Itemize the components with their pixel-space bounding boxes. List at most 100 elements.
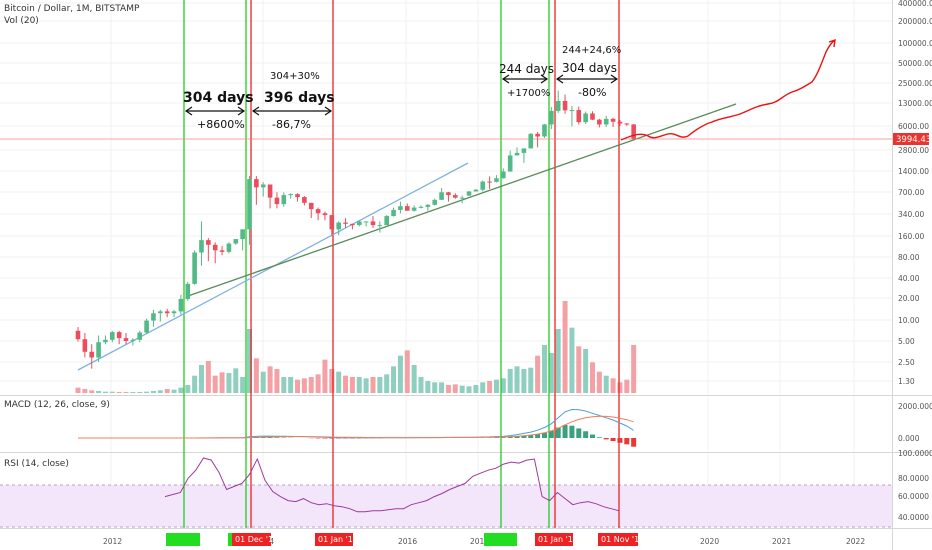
label-396-days: 396 days xyxy=(264,90,335,106)
price-tick: 340.00 xyxy=(898,210,924,219)
volume-bar xyxy=(329,369,335,393)
volume-bar xyxy=(123,391,129,393)
candle-body xyxy=(576,110,582,123)
macd-indicator-title: MACD (12, 26, close, 9) xyxy=(4,400,110,410)
volume-bar xyxy=(411,365,417,393)
volume-bar xyxy=(205,361,211,393)
price-tick: 40.00 xyxy=(898,274,920,283)
candle-body xyxy=(391,209,396,217)
volume-bar xyxy=(260,371,266,393)
volume-bar xyxy=(281,377,287,393)
candle-body xyxy=(624,123,630,125)
volume-bar xyxy=(253,358,259,393)
label-304-30: 304+30% xyxy=(270,71,320,82)
candle-body xyxy=(336,222,341,230)
macd-hist xyxy=(555,427,561,438)
macd-hist xyxy=(631,438,637,447)
candle-body xyxy=(549,110,554,125)
price-tick: 13000.00 xyxy=(898,99,932,108)
candle-body xyxy=(535,133,540,137)
pane-separator-macd xyxy=(0,395,932,396)
candle-body xyxy=(171,311,177,314)
macd-tick: 2000.000 xyxy=(898,402,932,411)
candle-body xyxy=(439,192,444,200)
macd-hist xyxy=(514,436,520,438)
volume-bar xyxy=(288,377,294,393)
candle-body xyxy=(377,225,383,227)
volume-bar xyxy=(535,355,541,393)
volume-bar xyxy=(541,345,547,393)
macd-pane xyxy=(78,408,637,447)
candle-body xyxy=(487,181,492,183)
volume-bar xyxy=(466,386,472,393)
candle-body xyxy=(295,194,300,198)
volume-bar xyxy=(89,390,95,393)
volume-bar xyxy=(226,373,232,393)
candle-body xyxy=(240,229,245,240)
candle-body xyxy=(398,206,403,210)
red-date-box-jan18 xyxy=(535,533,573,546)
price-tick: 10.00 xyxy=(898,316,920,325)
volume-bar xyxy=(617,382,623,393)
label-304-days-2: 304 days xyxy=(562,61,617,75)
candle-body xyxy=(82,339,88,352)
macd-hist xyxy=(267,437,273,438)
candle-body xyxy=(404,206,410,211)
candle-body xyxy=(418,206,424,208)
candle-body xyxy=(302,197,307,203)
candle-body xyxy=(370,221,376,226)
candle-body xyxy=(144,320,149,333)
volume-bar xyxy=(439,382,445,393)
candle-body xyxy=(267,184,273,198)
rsi-pane xyxy=(164,457,620,513)
price-axis[interactable]: 400000.00 200000.00 100000.00 50000.00 25000… xyxy=(898,0,932,522)
volume-bar xyxy=(624,379,630,393)
price-tick: 100000.00 xyxy=(898,39,932,48)
volume-bar xyxy=(391,366,397,393)
volume-bar xyxy=(384,374,390,393)
candle-body xyxy=(123,338,129,341)
candle-body xyxy=(617,121,623,124)
price-tick: 160.00 xyxy=(898,232,924,241)
price-tick: 700.00 xyxy=(898,188,924,197)
volume-bar xyxy=(596,371,602,393)
volume-bar xyxy=(137,391,143,393)
candle-body xyxy=(116,332,122,339)
rsi-line xyxy=(164,457,620,513)
candle-body xyxy=(103,339,108,343)
candle-body xyxy=(466,191,472,196)
candle-body xyxy=(151,313,156,321)
candle-body xyxy=(75,330,81,340)
volume-bar xyxy=(164,389,170,393)
candle-body xyxy=(350,223,355,226)
time-tick: 2022 xyxy=(846,537,865,546)
candle-body xyxy=(130,339,136,341)
pane-separator-time xyxy=(0,528,932,529)
volume-bar xyxy=(301,378,307,393)
red-date-box-jan15 xyxy=(315,533,353,546)
candle-body xyxy=(507,155,513,172)
price-tick: 400000.00 xyxy=(898,0,932,8)
candle-body xyxy=(480,181,486,190)
green-date-box-4 xyxy=(503,533,517,546)
candle-body xyxy=(206,240,211,245)
candle-body xyxy=(356,221,362,226)
candle-body xyxy=(308,202,314,210)
macd-hist xyxy=(624,438,630,445)
annotation-arrows xyxy=(184,74,619,116)
volume-bar xyxy=(150,391,156,393)
time-date-labels: 01 Dec '13 01 Jan '15 01 Jan '18 01 Nov … xyxy=(166,533,644,546)
price-tick: 25000.00 xyxy=(898,79,932,88)
macd-hist xyxy=(576,428,582,438)
price-label: 3994.43 xyxy=(896,135,931,145)
volume-bar xyxy=(349,377,355,393)
candle-body xyxy=(610,118,616,122)
candle-body xyxy=(219,250,225,252)
candle-body xyxy=(110,332,115,340)
pane-separator-rsi xyxy=(0,452,932,453)
candle-body xyxy=(199,240,204,253)
volume-bar xyxy=(178,387,184,393)
volume-bar xyxy=(75,387,81,393)
volume-bar xyxy=(404,350,410,393)
